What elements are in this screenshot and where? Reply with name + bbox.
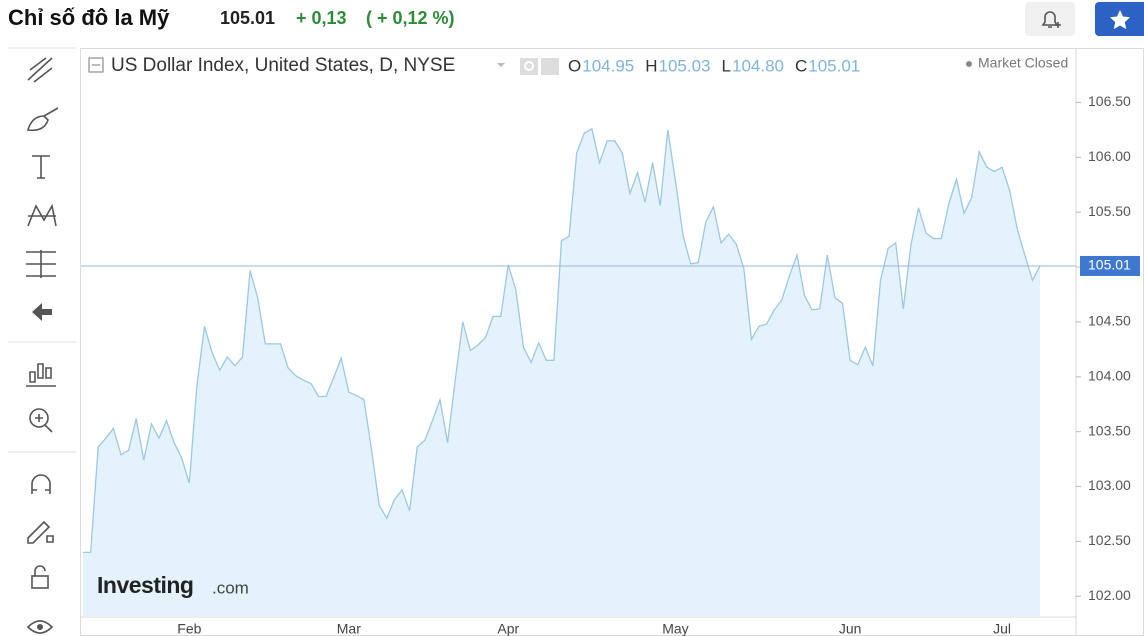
- ohlc-key: C: [795, 56, 807, 75]
- tool-pencil[interactable]: [27, 520, 54, 544]
- tool-lock[interactable]: [31, 565, 49, 589]
- alert-button[interactable]: [1025, 2, 1075, 36]
- x-tick-label: Jun: [839, 621, 862, 636]
- tool-back[interactable]: [32, 303, 52, 321]
- ohlc-key: L: [722, 56, 731, 75]
- line: [83, 127, 1041, 554]
- watchlist-button[interactable]: [1095, 2, 1144, 36]
- ohlc-key: O: [568, 56, 581, 75]
- y-tick-label: 106.50: [1088, 93, 1131, 109]
- tool-fib[interactable]: [26, 250, 56, 278]
- x-tick-label: May: [662, 621, 688, 636]
- tool-indicators[interactable]: [26, 363, 56, 387]
- chart-title: US Dollar Index, United States, D, NYSE: [111, 55, 455, 76]
- ohlc-value: 105.01: [808, 56, 860, 75]
- change: + 0,13: [296, 8, 347, 28]
- ohlc-value: 104.80: [732, 56, 784, 75]
- ohlc-value: 104.95: [582, 56, 634, 75]
- y-tick-label: 102.50: [1088, 532, 1131, 548]
- x-tick-label: Jul: [993, 621, 1011, 636]
- y-tick-label: 105.50: [1088, 203, 1131, 219]
- y-tick-label: 103.50: [1088, 422, 1131, 438]
- price: 105.01: [220, 8, 275, 28]
- page-title: Chỉ số đô la Mỹ: [8, 5, 170, 30]
- area: [83, 128, 1040, 617]
- price-tag-label: 105.01: [1088, 257, 1131, 273]
- watermark: Investing: [97, 572, 193, 598]
- tool-pattern[interactable]: [27, 203, 57, 227]
- market-status: Market Closed: [978, 55, 1068, 71]
- ohlc-key: H: [645, 56, 657, 75]
- tool-magnet[interactable]: [31, 474, 51, 494]
- tool-brush[interactable]: [26, 107, 59, 132]
- x-tick-label: Apr: [497, 621, 519, 636]
- y-tick-label: 104.50: [1088, 313, 1131, 329]
- plot: 102.00 102.50 103.00 103.50 104.00 104.50 105.…: [81, 93, 1140, 636]
- x-tick-label: Feb: [177, 621, 201, 636]
- tool-zoom[interactable]: [29, 408, 53, 433]
- tool-lines[interactable]: [27, 57, 53, 83]
- x-tick-label: Mar: [337, 621, 361, 636]
- y-tick-label: 106.00: [1088, 148, 1131, 164]
- change-pct: ( + 0,12 %): [366, 8, 455, 28]
- watermark-suffix: .com: [212, 578, 249, 597]
- y-tick-label: 104.00: [1088, 367, 1131, 383]
- tool-text[interactable]: [32, 155, 50, 179]
- y-tick-label: 102.00: [1088, 587, 1131, 603]
- ohlc-value: 105.03: [659, 56, 711, 75]
- toolbar: [0, 44, 76, 636]
- tool-eye[interactable]: [26, 620, 54, 634]
- y-tick-label: 103.00: [1088, 477, 1131, 493]
- price-tag: [1080, 255, 1140, 276]
